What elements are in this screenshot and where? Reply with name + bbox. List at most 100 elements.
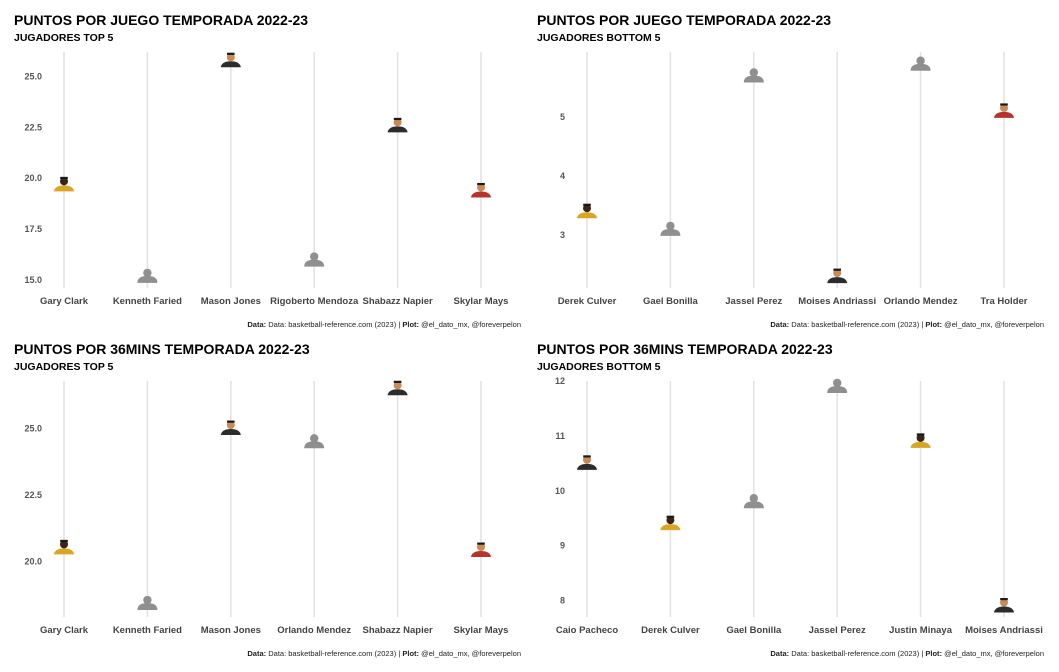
x-tick-label: Caio Pacheco [556, 625, 618, 636]
x-tick-label: Gael Bonilla [643, 296, 699, 307]
photo-head [1000, 598, 1008, 607]
photo-hair [583, 203, 591, 206]
data-point [910, 56, 931, 71]
photo-jersey [827, 277, 848, 284]
y-tick-label: 5 [560, 112, 565, 122]
caption-plot-text: @el_dato_mx, @foreverpelon [944, 649, 1044, 658]
y-tick-label: 20.0 [24, 173, 42, 183]
caption-data-label: Data: [770, 649, 790, 658]
chart-caption: Data: Data: basketball-reference.com (20… [770, 649, 1044, 658]
photo-head [583, 455, 591, 464]
caption-plot-text: @el_dato_mx, @foreverpelon [944, 320, 1044, 329]
x-tick-label: Orlando Mendez [277, 625, 351, 636]
y-tick-label: 9 [560, 541, 565, 551]
y-tick-label: 10 [555, 486, 565, 496]
x-tick-label: Skylar Mays [454, 625, 509, 636]
caption-plot-label: Plot: [925, 649, 943, 658]
photo-jersey [220, 429, 241, 436]
y-tick-label: 11 [555, 431, 565, 441]
y-tick-label: 25.0 [24, 424, 42, 434]
photo-jersey [577, 463, 597, 470]
photo-head [1000, 103, 1008, 112]
data-point [470, 182, 492, 198]
x-tick-label: Mason Jones [201, 296, 261, 307]
silhouette-head [833, 378, 842, 388]
chart-panel-3: PUNTOS POR 36MINS TEMPORADA 2022-23 JUGA… [0, 329, 529, 665]
data-point [659, 515, 682, 531]
chart-plot: 3 4 5 Derek Culver Gael Bonilla Jassel Perez M… [558, 52, 1028, 307]
photo-jersey [577, 212, 597, 219]
photo-head [226, 53, 235, 62]
chart-subtitle: JUGADORES TOP 5 [14, 361, 114, 373]
data-point [743, 68, 764, 83]
photo-head [393, 118, 402, 127]
photo-jersey [387, 389, 408, 396]
y-tick-label: 8 [560, 596, 565, 606]
x-tick-label: Moises Andriassi [965, 625, 1043, 636]
chart-title: PUNTOS POR JUEGO TEMPORADA 2022-23 [537, 12, 832, 28]
y-tick-label: 22.5 [24, 122, 42, 132]
data-point [386, 380, 409, 396]
silhouette-head [143, 595, 152, 605]
x-tick-label: Jassel Perez [725, 296, 782, 307]
caption-plot-label: Plot: [402, 649, 420, 658]
chart-panel-1: PUNTOS POR JUEGO TEMPORADA 2022-23 JUGAD… [0, 0, 529, 336]
data-point [993, 103, 1015, 118]
y-tick-label: 15.0 [24, 275, 42, 285]
chart-subtitle: JUGADORES BOTTOM 5 [537, 32, 661, 44]
data-point [470, 542, 492, 558]
photo-hair [60, 539, 68, 543]
chart-title: PUNTOS POR 36MINS TEMPORADA 2022-23 [537, 341, 833, 357]
y-tick-label: 12 [555, 376, 565, 386]
caption-data-text: Data: basketball-reference.com (2023) | [791, 320, 924, 329]
x-tick-label: Tra Holder [981, 296, 1028, 307]
silhouette-body [137, 603, 158, 611]
x-tick-label: Kenneth Faried [113, 296, 182, 307]
data-point [576, 455, 598, 470]
silhouette-head [749, 494, 758, 503]
photo-hair [916, 433, 925, 436]
data-point [219, 420, 242, 436]
photo-head [60, 177, 68, 186]
x-tick-label: Justin Minaya [889, 625, 953, 636]
data-point [137, 268, 158, 283]
x-tick-label: Orlando Mendez [884, 296, 958, 307]
y-tick-label: 25.0 [24, 71, 42, 81]
chart-title: PUNTOS POR JUEGO TEMPORADA 2022-23 [14, 12, 309, 28]
photo-hair [227, 52, 235, 55]
caption-plot-text: @el_dato_mx, @foreverpelon [421, 649, 521, 658]
x-tick-label: Shabazz Napier [362, 625, 433, 636]
x-tick-label: Rigoberto Mendoza [270, 296, 359, 307]
chart-panel-4: PUNTOS POR 36MINS TEMPORADA 2022-23 JUGA… [523, 329, 1052, 665]
photo-head [583, 204, 591, 213]
y-tick-label: 4 [560, 171, 565, 181]
silhouette-head [749, 68, 758, 77]
photo-jersey [994, 111, 1014, 118]
photo-jersey [387, 126, 408, 133]
x-tick-label: Skylar Mays [454, 296, 509, 307]
chart-caption: Data: Data: basketball-reference.com (20… [247, 649, 521, 658]
x-tick-label: Shabazz Napier [362, 296, 433, 307]
photo-jersey [994, 606, 1014, 613]
caption-data-text: Data: basketball-reference.com (2023) | [791, 649, 924, 658]
data-point [386, 117, 409, 133]
data-point [660, 221, 681, 236]
chart-caption: Data: Data: basketball-reference.com (20… [247, 320, 521, 329]
caption-data-label: Data: [247, 320, 267, 329]
data-point [993, 598, 1015, 613]
chart-plot: 20.0 22.5 25.0 Gary Clark Kenneth Faried Maso… [24, 380, 509, 636]
photo-head [477, 183, 485, 192]
silhouette-body [137, 275, 158, 283]
photo-head [666, 516, 675, 525]
silhouette-body [304, 259, 325, 267]
data-point [827, 378, 848, 393]
x-tick-label: Gael Bonilla [726, 625, 782, 636]
photo-jersey [660, 524, 681, 531]
silhouette-body [304, 441, 325, 449]
y-tick-label: 3 [560, 230, 565, 240]
photo-head [916, 433, 925, 442]
silhouette-body [910, 63, 931, 71]
photo-head [60, 540, 68, 549]
photo-head [393, 381, 402, 390]
data-point [219, 52, 242, 68]
